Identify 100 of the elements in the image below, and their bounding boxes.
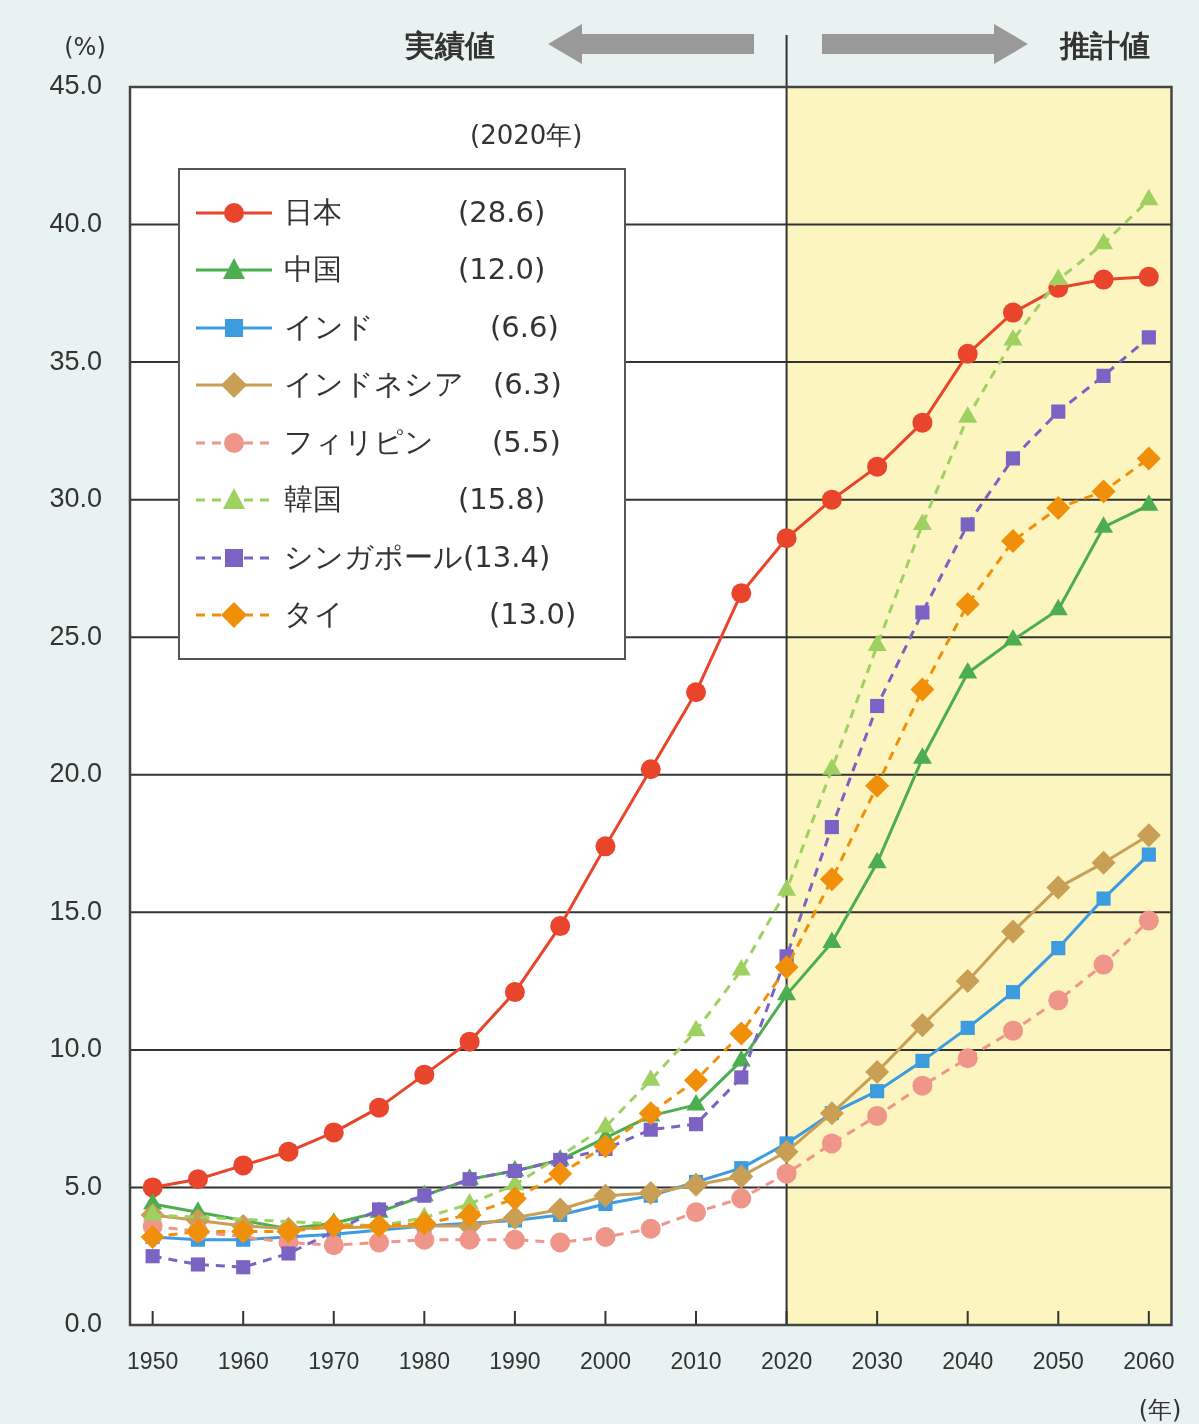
point [593, 1183, 618, 1208]
point [1091, 479, 1116, 504]
x-tick-label: 1990 [489, 1348, 541, 1375]
point [1000, 919, 1025, 944]
legend-label: シンガポール(13.4) [284, 538, 551, 576]
point [865, 1059, 890, 1084]
legend-label: フィリピン (5.5) [284, 423, 561, 461]
point [321, 1213, 346, 1238]
point [1141, 330, 1156, 345]
legend-label: 中国 (12.0) [284, 251, 546, 289]
point [323, 1122, 344, 1143]
legend-label: タイ (13.0) [284, 596, 577, 634]
legend-label: 韓国 (15.8) [284, 481, 546, 519]
x-tick-label: 2010 [670, 1348, 722, 1375]
point [548, 1161, 573, 1186]
x-tick-label: 1950 [127, 1348, 179, 1375]
point [140, 1224, 165, 1249]
x-tick-label: 2040 [942, 1348, 994, 1375]
point [821, 1133, 842, 1154]
point [684, 1172, 709, 1197]
point [915, 605, 930, 620]
point [688, 1117, 704, 1132]
point [1096, 891, 1111, 906]
point [731, 583, 752, 604]
point [1046, 495, 1071, 520]
legend-label: インドネシア (6.3) [284, 366, 562, 404]
x-tick-label: 1960 [217, 1348, 269, 1375]
point [824, 819, 839, 835]
point [867, 456, 888, 477]
point [459, 1031, 480, 1052]
x-tick-label: 2000 [579, 1348, 632, 1375]
text: 推計値 [1060, 27, 1150, 65]
x-tick-label: 1970 [308, 1348, 360, 1375]
y-tick-label: 15.0 [49, 895, 102, 926]
point [643, 1122, 658, 1137]
point [278, 1141, 299, 1162]
point [190, 1257, 205, 1272]
point [236, 1260, 251, 1275]
point [1136, 823, 1161, 848]
point [910, 677, 935, 702]
point [638, 1101, 663, 1126]
point [502, 1186, 527, 1211]
x-axis-title: (年) [1138, 1396, 1182, 1424]
point [1096, 368, 1111, 383]
point [231, 1219, 256, 1244]
y-tick-label: 35.0 [49, 345, 102, 376]
point [960, 1020, 975, 1035]
point [729, 1164, 754, 1189]
point [459, 1229, 480, 1250]
x-tick-label: 2050 [1032, 1348, 1084, 1375]
point [910, 1013, 935, 1038]
point [867, 1105, 888, 1126]
point [1091, 850, 1116, 875]
legend-label: インド (6.6) [284, 308, 559, 346]
point [1136, 446, 1161, 471]
point [462, 1172, 477, 1187]
point [776, 1163, 797, 1184]
y-tick-label: 45.0 [49, 70, 102, 101]
point [507, 1163, 522, 1179]
point [870, 1084, 885, 1099]
legend-label: 日本 (28.6) [284, 193, 546, 231]
point [369, 1232, 390, 1253]
point [550, 1232, 571, 1253]
point [1138, 910, 1159, 931]
point [593, 1134, 618, 1159]
point [1002, 1020, 1023, 1041]
point [142, 1177, 163, 1198]
x-tick-label: 2020 [760, 1348, 813, 1375]
point [774, 955, 799, 980]
point [731, 1188, 752, 1209]
point [323, 1235, 344, 1256]
point [729, 1021, 754, 1046]
point [502, 1205, 527, 1230]
point [595, 1226, 616, 1247]
point [414, 1229, 435, 1250]
point [595, 836, 616, 857]
point [915, 1053, 930, 1068]
point [281, 1246, 296, 1261]
point [912, 412, 933, 433]
point [912, 1075, 933, 1096]
point [504, 982, 525, 1003]
point [734, 1070, 749, 1085]
text: 実績値 [405, 27, 495, 65]
point [1005, 451, 1021, 466]
y-tick-label: 5.0 [64, 1170, 102, 1201]
point [686, 682, 707, 703]
point [865, 773, 890, 798]
point [1002, 302, 1023, 323]
y-tick-label: 40.0 [49, 208, 102, 239]
point [821, 489, 842, 510]
point [1093, 954, 1114, 975]
point [1051, 404, 1066, 419]
point [960, 517, 975, 532]
y-axis-title: (%) [64, 33, 106, 61]
y-tick-label: 25.0 [49, 620, 102, 651]
point [457, 1202, 482, 1227]
point [1093, 269, 1114, 290]
point [550, 916, 571, 937]
point [819, 1101, 844, 1126]
point [957, 343, 978, 364]
